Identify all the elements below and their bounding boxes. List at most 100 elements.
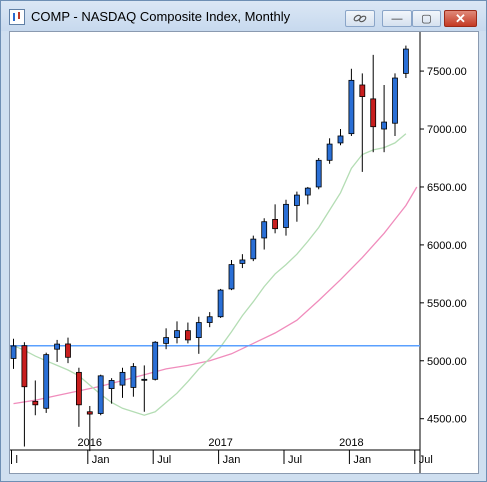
candle-body: [184, 330, 191, 341]
candle: [21, 342, 28, 447]
candle-body: [402, 48, 409, 74]
candle-body: [217, 289, 224, 318]
candlestick-chart[interactable]: 4500.00 5000.00 5500.00 6000.00 6500.00 7000.…: [10, 32, 478, 473]
candle-body: [326, 143, 333, 161]
short-moving-average-layer: [13, 133, 407, 416]
candles-layer: [10, 45, 409, 452]
candle-body: [392, 77, 398, 124]
candle-body: [370, 98, 377, 128]
candle-body: [54, 343, 60, 350]
short-moving-average-line: [13, 133, 407, 416]
chart-panel[interactable]: 4500.00 5000.00 5500.00 6000.00 6500.00 7000.…: [9, 31, 479, 474]
candle-body: [228, 264, 235, 290]
candle-body: [250, 238, 257, 260]
year-label: 2017: [208, 437, 232, 449]
price-tick-label: 5000.00: [427, 356, 467, 368]
candle-body: [304, 187, 311, 196]
candle-body: [315, 159, 322, 188]
candle: [65, 337, 71, 364]
price-tick-label: 5500.00: [427, 298, 467, 310]
candle: [239, 254, 246, 269]
candle-body: [261, 221, 268, 239]
month-label: Jul: [288, 454, 302, 466]
candle: [250, 235, 257, 262]
window-title: COMP - NASDAQ Composite Index, Monthly: [31, 9, 291, 24]
candle: [348, 68, 355, 136]
minimize-button[interactable]: —: [382, 10, 412, 27]
candle-body: [130, 366, 137, 388]
candle-body: [337, 135, 344, 144]
plot-frame: [10, 32, 421, 473]
candle: [76, 367, 82, 427]
candle-body: [10, 345, 17, 359]
candle-body: [43, 354, 50, 409]
candle: [195, 316, 202, 354]
candle: [141, 365, 148, 412]
price-tick-label: 7000.00: [427, 124, 467, 136]
candle: [315, 157, 322, 190]
candle: [152, 341, 159, 381]
candle: [261, 218, 268, 250]
candle: [402, 45, 409, 79]
close-button[interactable]: ✕: [444, 10, 477, 27]
price-tick-label: 7500.00: [427, 66, 467, 78]
candle-body: [174, 330, 180, 338]
title-bar[interactable]: COMP - NASDAQ Composite Index, Monthly —…: [1, 1, 486, 31]
candle: [119, 367, 126, 398]
candle-body: [163, 337, 170, 344]
candle-body: [206, 316, 213, 323]
candle-body: [97, 375, 104, 414]
candle: [228, 259, 235, 291]
candle: [217, 288, 224, 318]
candle: [392, 73, 398, 136]
candle-body: [119, 371, 126, 386]
candle: [10, 338, 17, 369]
candle: [337, 129, 344, 146]
time-axis[interactable]: 2016 2017 2018 l Jan Jul Jan Jul Jan Jul: [11, 437, 433, 466]
candle-body: [283, 203, 289, 228]
candle-body: [381, 121, 388, 130]
candle: [304, 186, 311, 205]
candle-body: [272, 219, 279, 230]
month-label: Jan: [223, 454, 241, 466]
candle: [184, 322, 191, 344]
candle: [370, 54, 377, 153]
candle-body: [108, 380, 115, 389]
candle-body: [152, 341, 159, 380]
candle: [283, 199, 289, 236]
candle: [163, 328, 170, 350]
year-label: 2018: [339, 437, 363, 449]
candle: [32, 380, 39, 416]
long-moving-average-line: [13, 186, 418, 405]
chart-app-icon: [9, 9, 25, 25]
month-label: l: [16, 454, 18, 466]
candle: [97, 374, 104, 416]
link-button[interactable]: [345, 10, 375, 27]
candle: [326, 138, 333, 164]
minimize-icon: —: [391, 12, 403, 25]
price-axis[interactable]: 4500.00 5000.00 5500.00 6000.00 6500.00 7000.…: [420, 66, 467, 426]
candle-body: [32, 400, 39, 406]
candle-body: [348, 79, 355, 135]
price-tick-label: 4500.00: [427, 414, 467, 426]
month-label: Jul: [419, 454, 433, 466]
candle-body: [76, 371, 82, 406]
maximize-icon: ▢: [421, 13, 432, 25]
candle-body: [293, 194, 300, 206]
candle: [43, 352, 50, 413]
link-icon: [353, 14, 367, 23]
maximize-button[interactable]: ▢: [412, 10, 441, 27]
candle-body: [195, 322, 202, 338]
candle-body: [239, 259, 246, 264]
price-tick-label: 6000.00: [427, 240, 467, 252]
long-moving-average-layer: [13, 186, 418, 405]
candle: [206, 312, 213, 328]
candle: [174, 321, 180, 344]
candle-body: [141, 378, 148, 381]
year-label: 2016: [78, 437, 102, 449]
candle-body: [65, 343, 71, 358]
candle: [293, 191, 300, 222]
price-tick-label: 6500.00: [427, 182, 467, 194]
month-label: Jul: [157, 454, 171, 466]
